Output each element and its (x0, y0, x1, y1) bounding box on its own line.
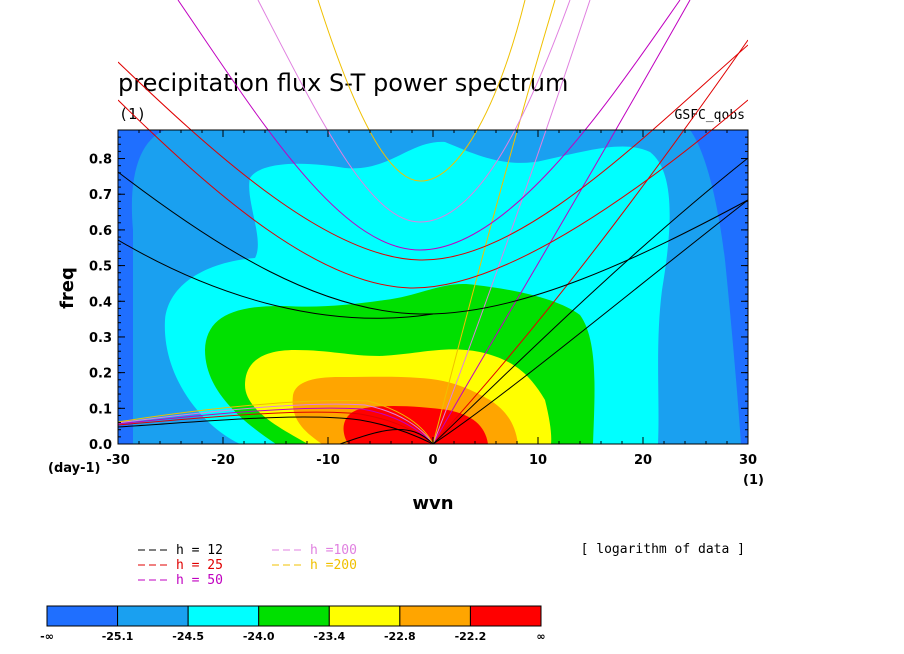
curve-kelvin-50 (432, 0, 691, 444)
x-tick-label: 10 (529, 453, 547, 468)
curve-mrg-12 (339, 157, 748, 444)
colorbar-label: -22.8 (384, 630, 416, 643)
dispersion-curves (118, 0, 748, 444)
curve-rossby-200 (118, 400, 434, 444)
y-tick-label: 0.0 (89, 438, 112, 453)
curve-ig-12 (118, 171, 748, 315)
curve-ig-50 (177, 0, 681, 251)
colorbar-label: -24.5 (172, 630, 204, 643)
curve-rossby-100 (118, 403, 434, 444)
legend-entry: h =100 (272, 543, 357, 558)
y-tick-label: 0.3 (89, 331, 112, 346)
legend-label: h = 12 (176, 543, 223, 558)
curve-kelvin-100 (432, 0, 591, 444)
curve-kelvin-200 (432, 0, 556, 444)
x-tick-label: -30 (106, 453, 130, 468)
colorbar-segment (187, 605, 260, 627)
legend-label: h =200 (310, 558, 357, 573)
colorbar-label: -∞ (40, 630, 54, 643)
x-tick-label: -10 (316, 453, 340, 468)
colorbar-label: -23.4 (313, 630, 345, 643)
y-tick-label: 0.2 (89, 367, 112, 382)
curve-ig-100 (257, 0, 571, 223)
colorbar: -∞ -25.1 -24.5 -24.0 -23.4 -22.8 -22.2 ∞ (40, 605, 546, 643)
x-unit-label: (1) (743, 473, 764, 488)
y-tick-label: 0.7 (89, 188, 112, 203)
x-tick-label: -20 (211, 453, 235, 468)
colorbar-segment (46, 605, 119, 627)
x-tick-label: 30 (739, 453, 757, 468)
curve-ig-200 (317, 0, 526, 182)
y-tick-label: 0.8 (89, 153, 112, 168)
y-unit-label: (day-1) (48, 461, 100, 476)
colorbar-segment (399, 605, 471, 627)
y-tick-label: 0.5 (89, 260, 112, 275)
data-note: [ logarithm of data ] (581, 542, 745, 557)
colorbar-label: -24.0 (243, 630, 275, 643)
curve-rossby-25 (118, 411, 434, 444)
legend-label: h = 25 (176, 558, 223, 573)
chart-title: precipitation flux S-T power spectrum (118, 69, 568, 97)
y-tick-label: 0.1 (89, 402, 112, 417)
colorbar-label: -25.1 (102, 630, 134, 643)
y-tick-label: 0.4 (89, 295, 112, 310)
curve-ig-25 (118, 99, 748, 289)
y-axis-ticks: 0.0 0.1 0.2 0.3 0.4 0.5 0.6 0.7 0.8 (89, 129, 748, 453)
colorbar-segment (258, 605, 330, 627)
colorbar-label: -22.2 (455, 630, 487, 643)
y-tick-label: 0.6 (89, 224, 112, 239)
x-axis-label: wvn (412, 493, 453, 514)
legend-label: h = 50 (176, 573, 223, 588)
legend-label: h =100 (310, 543, 357, 558)
curve-kelvin-25 (432, 39, 748, 444)
legend-entry: h =200 (272, 558, 357, 573)
x-axis-ticks: -30 -20 -10 0 10 20 30 (106, 130, 757, 468)
colorbar-label: ∞ (536, 630, 545, 643)
curve-ig-12b (118, 239, 434, 319)
legend-entry: h = 50 (138, 573, 223, 588)
curve-rossby-12 (118, 416, 434, 444)
contour-fills (118, 130, 748, 444)
curve-kelvin-12 (432, 199, 748, 444)
y-axis-label: freq (57, 267, 78, 309)
x-tick-label: 20 (634, 453, 652, 468)
fill-level-7 (343, 406, 488, 444)
legend-entry: h = 25 (138, 558, 223, 573)
colorbar-segment (117, 605, 189, 627)
curve-ig-25b (118, 44, 748, 261)
x-tick-label: 0 (428, 453, 437, 468)
colorbar-segment (469, 605, 542, 627)
curve-rossby-50 (118, 407, 434, 444)
colorbar-segment (328, 605, 401, 627)
chart-subtitle-right: GSFC_qobs (675, 108, 745, 123)
legend-entry: h = 12 (138, 543, 223, 558)
